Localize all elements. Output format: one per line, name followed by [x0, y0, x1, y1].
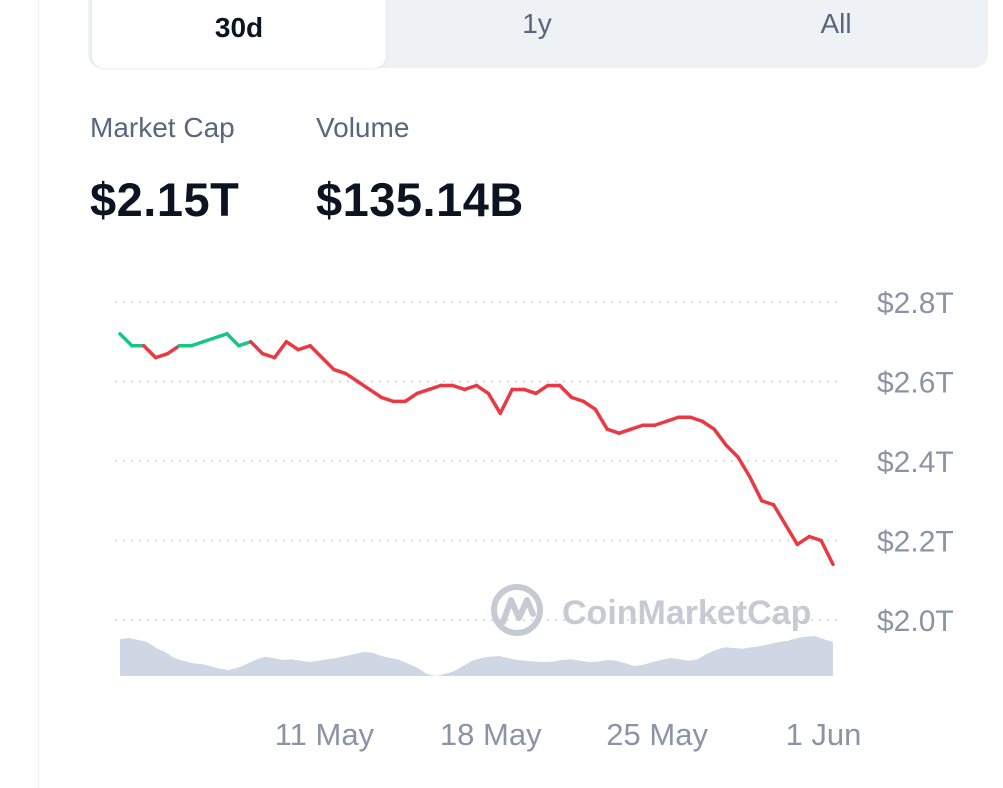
price-line-segment [748, 475, 764, 503]
price-line-segment [522, 387, 538, 396]
price-line-segment [225, 332, 241, 348]
price-line-segment [284, 340, 300, 352]
left-divider [38, 0, 39, 788]
y-axis: $2.8T $2.6T $2.4T $2.2T $2.0T [877, 287, 954, 638]
volume-bars [120, 636, 833, 676]
price-line-segment [308, 343, 324, 360]
volume-label: Volume [316, 112, 410, 143]
price-line-segment [629, 423, 645, 431]
price-line-segment [724, 443, 740, 459]
price-line-segment [248, 340, 265, 356]
price-line-segment [486, 391, 503, 416]
price-line-segment [189, 340, 205, 348]
y-tick-label: $2.2T [877, 526, 954, 559]
price-line-segment [557, 383, 574, 400]
y-tick-label: $2.6T [877, 367, 954, 400]
coinmarketcap-logo-icon [491, 584, 543, 636]
price-line-segment [201, 336, 217, 344]
price-line-segment [355, 379, 372, 392]
price-line-segment [617, 427, 633, 435]
x-tick-label: 25 May [606, 717, 708, 752]
tab-1y[interactable]: 1y [522, 8, 552, 39]
tab-30d[interactable]: 30d [92, 0, 386, 68]
y-tick-label: $2.8T [877, 287, 954, 320]
tab-all[interactable]: All [820, 8, 852, 39]
price-line-segment [795, 534, 811, 547]
price-line-segment [783, 522, 800, 547]
price-line-segment [344, 371, 360, 384]
price-line-segment [332, 367, 348, 376]
price-line-segment [296, 343, 312, 352]
price-line-segment [213, 332, 229, 340]
y-tick-label: $2.0T [877, 605, 954, 638]
chart-gridlines [115, 301, 838, 621]
price-line-segment [581, 399, 598, 412]
x-tick-label: 11 May [275, 717, 375, 752]
volume-stat: Volume $135.14B [316, 112, 524, 227]
price-line-segment [320, 355, 336, 372]
volume-value: $135.14B [316, 173, 524, 226]
watermark-text: CoinMarketCap [562, 594, 811, 632]
y-tick-label: $2.4T [877, 446, 954, 479]
price-line-segment [142, 343, 158, 360]
price-line-segment [593, 407, 609, 431]
price-line-segment [736, 455, 752, 479]
price-line-segment [427, 383, 443, 392]
coinmarketcap-watermark: CoinMarketCap [491, 584, 811, 636]
price-line-segment [272, 340, 289, 360]
price-line-segment [712, 427, 728, 447]
price-line-segment [700, 419, 716, 431]
price-line-segment [153, 351, 170, 360]
market-cap-value: $2.15T [90, 173, 240, 226]
price-line-segment [415, 387, 431, 396]
price-line-segment [664, 415, 681, 423]
x-tick-label: 1 Jun [786, 717, 862, 752]
price-line-segment [534, 383, 550, 396]
price-line-segment [462, 383, 479, 392]
price-line-segment [759, 499, 776, 507]
price-line-segment [237, 340, 253, 348]
price-line-segment [807, 534, 823, 543]
price-line [118, 332, 835, 567]
price-line-segment [118, 332, 134, 348]
price-line-segment [379, 395, 396, 404]
x-axis: 11 May 18 May 25 May 1 Jun [275, 717, 862, 752]
price-line-segment [367, 387, 384, 400]
volume-area [120, 636, 833, 676]
x-tick-label: 18 May [440, 717, 542, 752]
price-line-segment [653, 419, 669, 427]
market-cap-label: Market Cap [90, 112, 235, 143]
price-line-segment [498, 387, 514, 416]
price-line-segment [260, 351, 277, 360]
price-line-segment [771, 502, 788, 527]
price-line-segment [605, 427, 621, 435]
market-cap-stat: Market Cap $2.15T [90, 112, 239, 227]
price-line-segment [569, 395, 586, 404]
timeframe-tab-bar: 30d 1y All [88, 0, 988, 68]
price-line-segment [819, 538, 835, 567]
price-line-segment [474, 383, 491, 396]
price-line-segment [450, 383, 467, 392]
price-line-segment [403, 391, 419, 404]
price-line-segment [165, 343, 182, 356]
price-line-segment [688, 415, 705, 423]
